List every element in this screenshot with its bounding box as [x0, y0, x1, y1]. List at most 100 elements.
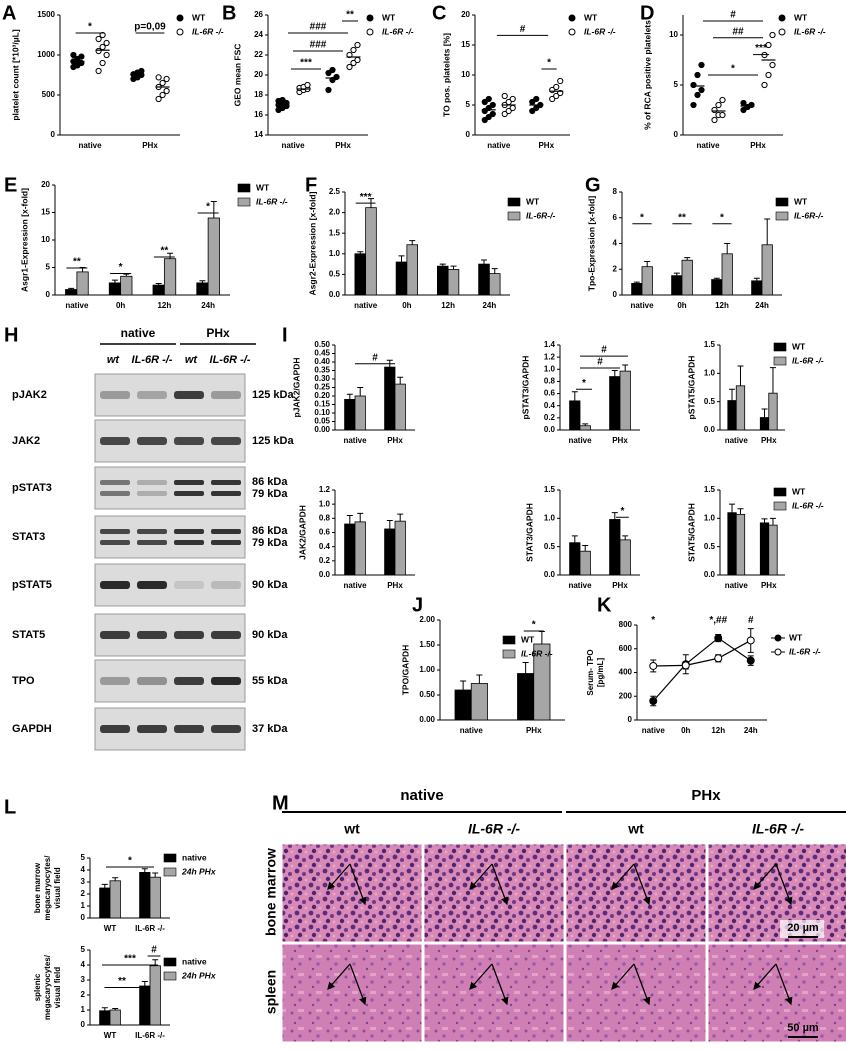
- bar: [609, 519, 621, 576]
- panel-letter: B: [222, 2, 236, 24]
- significance: #: [151, 945, 157, 956]
- bar: [681, 259, 693, 296]
- x-tick-label: PHx: [761, 436, 777, 445]
- data-point: [711, 116, 718, 124]
- error-bar: [450, 265, 457, 270]
- legend-label: IL-6R -/-: [584, 26, 616, 36]
- protein-label: TPO: [12, 675, 35, 687]
- y-tick-label: 0.4: [544, 401, 556, 410]
- legend-label: IL-6R -/-: [192, 26, 224, 36]
- band: [137, 581, 167, 589]
- bar: [768, 524, 778, 576]
- y-tick-label: 1.2: [319, 485, 331, 494]
- size-label: 90 kDa: [252, 629, 288, 641]
- y-tick-label: 15: [41, 208, 50, 217]
- error-bar: [644, 261, 651, 267]
- panel-letter: D: [640, 2, 654, 24]
- y-tick-label: 10: [461, 70, 470, 79]
- x-tick-label: native: [642, 726, 666, 735]
- y-tick-label: 600: [619, 644, 633, 653]
- data-point: [714, 634, 723, 643]
- lane-label: IL-6R -/-: [132, 354, 173, 366]
- x-tick-label: native: [630, 301, 654, 310]
- bar: [517, 673, 535, 721]
- data-point: [719, 96, 726, 104]
- size-label: 55 kDa: [252, 675, 288, 687]
- legend-swatch: [502, 635, 516, 645]
- data-point: [690, 101, 697, 109]
- arrow: [469, 863, 493, 890]
- legend-swatch: [775, 211, 789, 221]
- band: [174, 581, 204, 589]
- legend-label: WT: [192, 12, 206, 22]
- band: [137, 491, 167, 496]
- micrograph: [565, 943, 707, 1043]
- data-point: [501, 92, 508, 100]
- band: [137, 725, 167, 733]
- band: [174, 725, 204, 733]
- micrograph: [423, 843, 565, 943]
- error-bar: [357, 387, 364, 396]
- data-point: [279, 96, 286, 104]
- size-label: 86 kDa: [252, 525, 288, 537]
- band: [174, 491, 204, 496]
- y-tick-label: 4: [613, 239, 618, 248]
- data-point: [481, 116, 488, 124]
- x-tick-label: 0h: [677, 301, 686, 310]
- lane-label: wt: [107, 354, 121, 366]
- y-tick-label: 24: [254, 30, 263, 39]
- y-tick-label: 1.0: [544, 513, 556, 522]
- data-point: [698, 86, 705, 94]
- y-axis-label: pJAK2/GAPDH: [291, 358, 301, 418]
- x-tick-label: native: [343, 581, 367, 590]
- bar: [354, 521, 366, 576]
- y-axis-label: STAT3/GAPDH: [524, 503, 534, 562]
- y-tick-label: 0.0: [544, 425, 556, 434]
- scale-label: 20 µm: [787, 922, 819, 934]
- size-label: 90 kDa: [252, 579, 288, 591]
- data-point: [350, 59, 357, 67]
- bar: [394, 383, 406, 431]
- data-point: [95, 67, 102, 75]
- protein-label: pJAK2: [12, 389, 47, 401]
- band: [137, 480, 167, 485]
- x-tick-label: 24h: [201, 301, 215, 310]
- panel-letter: I: [282, 324, 288, 346]
- band: [137, 391, 167, 399]
- significance: **: [678, 212, 686, 223]
- bar: [152, 284, 165, 296]
- legend-marker: [568, 28, 576, 36]
- error-bar: [476, 674, 483, 684]
- legend-label: WT: [794, 196, 808, 206]
- legend-label: WT: [526, 196, 540, 206]
- bar: [149, 876, 161, 919]
- legend-swatch: [163, 853, 177, 863]
- y-tick-label: 15: [461, 40, 470, 49]
- significance: p=0,09: [134, 22, 166, 33]
- legend-label: 24h PHx: [181, 970, 217, 980]
- error-bar: [724, 243, 731, 254]
- size-label: 86 kDa: [252, 476, 288, 488]
- error-bar: [684, 257, 691, 261]
- y-tick-label: 0: [46, 290, 51, 299]
- y-tick-label: 1.5: [329, 228, 341, 237]
- significance: ***: [360, 192, 372, 203]
- data-point: [155, 95, 162, 103]
- band: [174, 480, 204, 485]
- y-tick-label: 0.5: [704, 397, 716, 406]
- data-point: [649, 697, 658, 705]
- y-tick-label: 3: [81, 975, 86, 984]
- data-point: [698, 61, 705, 69]
- data-point: [159, 91, 166, 99]
- y-tick-label: 0.40: [314, 357, 330, 366]
- band: [174, 540, 204, 545]
- error-bar: [167, 252, 174, 259]
- significance: #: [730, 10, 736, 21]
- bar: [721, 253, 733, 296]
- blot-strip: [94, 515, 246, 559]
- data-point: [99, 31, 106, 39]
- x-tick-label: native: [343, 436, 367, 445]
- y-tick-label: 400: [619, 668, 633, 677]
- y-tick-label: 0.20: [314, 391, 330, 400]
